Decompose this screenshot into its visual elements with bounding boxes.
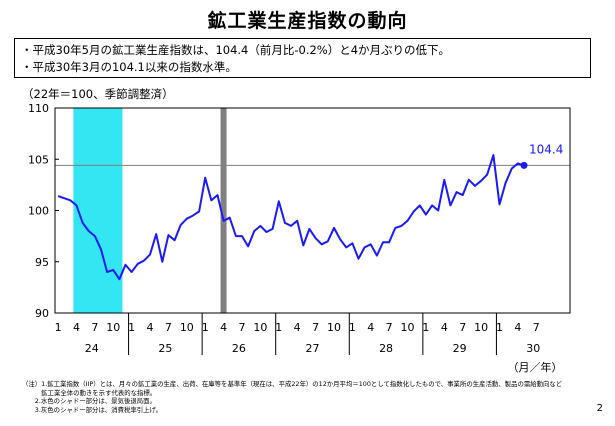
footnote-1: （注）1.鉱工業指数（IIP）とは、月々の鉱工業の生産、出荷、在庫等を基準年（現… — [22, 380, 563, 388]
y-tick-label: 95 — [35, 256, 49, 269]
x-month-label: 1 — [128, 321, 135, 334]
x-year-label: 29 — [453, 342, 467, 355]
x-month-label: 4 — [514, 321, 521, 334]
x-month-label: 4 — [367, 321, 374, 334]
x-year-label: 25 — [158, 342, 172, 355]
x-month-label: 4 — [441, 321, 448, 334]
x-year-label: 27 — [306, 342, 320, 355]
page-title: 鉱工業生産指数の動向 — [207, 10, 408, 32]
x-month-label: 7 — [238, 321, 245, 334]
x-year-label: 30 — [526, 342, 540, 355]
x-month-label: 7 — [459, 321, 466, 334]
x-year-label: 24 — [85, 342, 99, 355]
footnote-1-cont: 鉱工業全体の動きを示す代表的な指標。 — [22, 388, 157, 397]
summary-line-1: ・平成30年5月の鉱工業生産指数は、104.4（前月比-0.2%）と4か月ぶりの… — [21, 43, 451, 57]
tax-increase-shade — [220, 108, 227, 313]
summary-box: ・平成30年5月の鉱工業生産指数は、104.4（前月比-0.2%）と4か月ぶりの… — [14, 38, 591, 78]
x-month-label: 7 — [533, 321, 540, 334]
series-line — [57, 154, 525, 281]
x-month-label: 1 — [55, 321, 62, 334]
x-month-label: 1 — [202, 321, 209, 334]
recession-shade — [73, 108, 123, 313]
footnotes: （注）1.鉱工業指数（IIP）とは、月々の鉱工業の生産、出荷、在庫等を基準年（現… — [22, 380, 562, 414]
x-month-label: 7 — [165, 321, 172, 334]
x-month-label: 10 — [253, 321, 267, 334]
x-year-label: 26 — [232, 342, 246, 355]
x-month-label: 1 — [496, 321, 503, 334]
x-month-label: 7 — [91, 321, 98, 334]
plot-frame — [54, 107, 571, 314]
x-month-label: 4 — [73, 321, 80, 334]
x-axis-label: （月／年） — [508, 360, 563, 374]
footnote-3: 3.灰色のシャドー部分は、消費税率引上げ。 — [22, 405, 162, 414]
page-number: 2 — [596, 403, 603, 414]
x-month-label: 10 — [401, 321, 415, 334]
x-month-label: 7 — [312, 321, 319, 334]
x-month-label: 4 — [220, 321, 227, 334]
last-value-label: 104.4 — [529, 142, 563, 156]
unit-label: （22年＝100、季節調整済） — [22, 87, 174, 101]
last-data-point — [520, 161, 528, 169]
x-month-label: 10 — [474, 321, 488, 334]
x-month-label: 10 — [327, 321, 341, 334]
x-month-label: 1 — [422, 321, 429, 334]
x-month-label: 1 — [349, 321, 356, 334]
x-month-label: 7 — [386, 321, 393, 334]
x-month-label: 10 — [106, 321, 120, 334]
x-year-label: 28 — [379, 342, 393, 355]
x-month-label: 4 — [294, 321, 301, 334]
y-tick-label: 105 — [28, 153, 49, 166]
summary-line-2: ・平成30年3月の104.1以来の指数水準。 — [21, 60, 237, 74]
x-month-label: 1 — [275, 321, 282, 334]
y-tick-label: 90 — [35, 307, 49, 320]
y-tick-label: 110 — [28, 102, 49, 115]
footnote-2: 2.水色のシャドー部分は、景気後退局面。 — [22, 397, 156, 406]
y-tick-label: 100 — [28, 205, 49, 218]
x-month-label: 10 — [180, 321, 194, 334]
x-month-label: 4 — [147, 321, 154, 334]
